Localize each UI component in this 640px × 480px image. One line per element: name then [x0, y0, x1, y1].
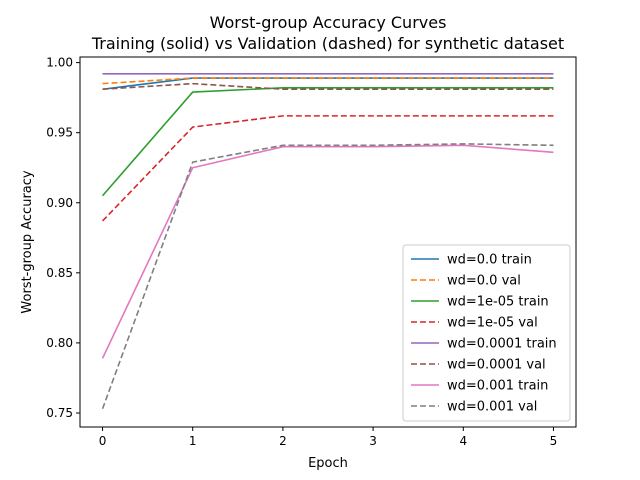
y-tick-label: 0.75 [46, 406, 73, 420]
y-tick-label: 0.80 [46, 336, 73, 350]
series-line-wd-0-001-train [101, 144, 554, 359]
y-tick-label: 0.90 [46, 196, 73, 210]
series-layer [101, 73, 554, 410]
chart-title: Worst-group Accuracy Curves [210, 13, 447, 32]
x-axis-ticks: 0 1 2 3 4 5 [99, 427, 558, 448]
y-tick-label: 0.85 [46, 266, 73, 280]
x-tick-label: 3 [369, 434, 377, 448]
x-axis-label: Epoch [308, 456, 348, 471]
series-line-wd-0-0001-val [102, 82, 554, 91]
legend-label: wd=0.0 val [447, 274, 521, 289]
legend-label: wd=0.001 val [447, 400, 537, 415]
x-tick-label: 1 [189, 434, 197, 448]
series-line-wd-0-001-val [101, 143, 554, 410]
plot-frame [79, 56, 577, 428]
legend-label: wd=0.0 train [447, 253, 532, 268]
x-tick-label: 5 [550, 434, 558, 448]
y-tick-label: 1.00 [46, 56, 73, 70]
legend: wd=0.0 train wd=0.0 val wd=1e-05 train wd=1… [402, 244, 571, 422]
y-tick-label: 0.95 [46, 126, 73, 140]
y-axis-label: Worst-group Accuracy [20, 170, 35, 313]
legend-label: wd=0.0001 train [447, 337, 557, 352]
legend-label: wd=1e-05 val [447, 316, 538, 331]
x-tick-label: 2 [279, 434, 287, 448]
x-tick-label: 0 [99, 434, 107, 448]
legend-box [402, 244, 571, 422]
legend-label: wd=0.001 train [447, 379, 548, 394]
series-line-wd-1e-05-train [101, 87, 554, 197]
series-line-wd-0-0-val [102, 77, 554, 85]
series-line-wd-1e-05-val [101, 115, 554, 222]
chart-subtitle: Training (solid) vs Validation (dashed) … [91, 34, 564, 53]
y-axis-ticks: 0.75 0.80 0.85 0.90 0.95 1.00 [46, 56, 80, 420]
x-tick-label: 4 [459, 434, 467, 448]
legend-label: wd=1e-05 train [447, 295, 549, 310]
legend-label: wd=0.0001 val [447, 358, 546, 373]
